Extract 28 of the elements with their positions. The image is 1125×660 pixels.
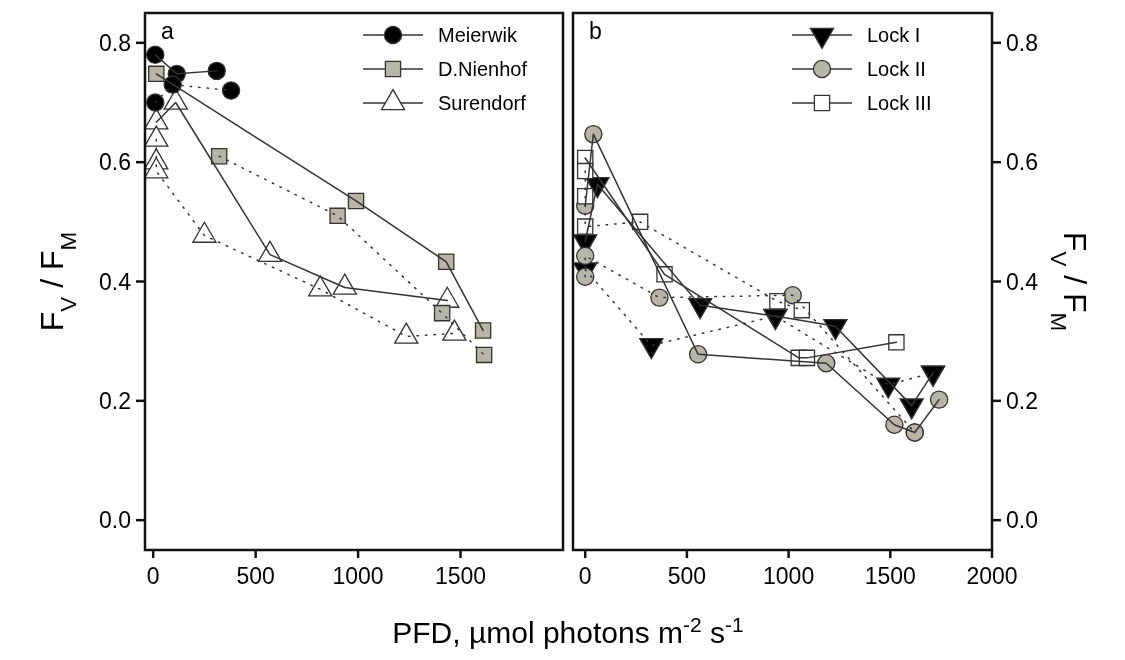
annotation: a — [161, 18, 174, 44]
legend-label: Meierwik — [438, 24, 518, 46]
x-tick-label: 500 — [236, 563, 275, 589]
x-tick-label: 0 — [578, 563, 592, 589]
x-tick-label: 500 — [667, 563, 707, 589]
legend-label: Lock I — [867, 24, 921, 46]
x-tick-label: 1000 — [763, 563, 815, 589]
x-tick-label: 1500 — [434, 563, 487, 589]
y-tick-label: 0.0 — [99, 507, 131, 534]
y2-tick-label: 0.0 — [1006, 507, 1038, 534]
legend-label: Surendorf — [438, 92, 527, 114]
legend-label: Lock II — [867, 58, 926, 80]
legend-label: Lock III — [867, 92, 932, 114]
x-tick-label: 1000 — [332, 563, 384, 589]
annotation: b — [589, 18, 602, 44]
x-tick-label: 2000 — [966, 563, 1018, 589]
x-tick-label: 1500 — [864, 563, 916, 589]
y-tick-label: 0.8 — [99, 29, 131, 56]
y2-tick-label: 0.4 — [1006, 268, 1039, 295]
x-tick-label: 0 — [146, 563, 160, 589]
y-tick-label: 0.2 — [99, 387, 131, 414]
legend-label: D.Nienhof — [438, 58, 528, 80]
x-axis-title: PFD, µmol photons m$^{-2}$ s$^{-1}$ — [392, 612, 744, 649]
y2-tick-label: 0.2 — [1006, 387, 1038, 414]
y-tick-label: 0.6 — [99, 149, 131, 176]
y2-tick-label: 0.8 — [1006, 29, 1038, 56]
y-tick-label: 0.4 — [99, 268, 132, 295]
y2-tick-label: 0.6 — [1006, 149, 1038, 176]
